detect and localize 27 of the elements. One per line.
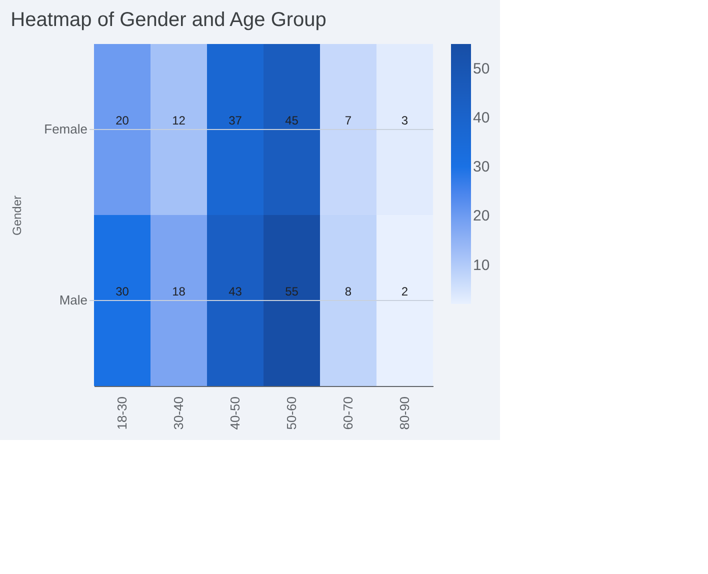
x-tick-label: 40-50 [227,396,242,430]
chart-title: Heatmap of Gender and Age Group [10,9,326,31]
data-label: 55 [285,284,299,298]
y-tick-label: Male [59,292,88,308]
x-tick-label: 50-60 [284,396,299,430]
x-tick-label: 18-30 [114,396,130,430]
x-tick-label: 30-40 [170,396,186,430]
data-label: 18 [172,284,186,298]
color-bar-label: 50 [473,60,490,78]
color-bar-label: 40 [473,110,490,127]
x-tick-label: 60-70 [340,396,356,430]
data-label: 20 [116,114,130,128]
data-label: 30 [116,284,130,298]
x-tick-label: 80-90 [396,396,412,430]
data-label: 37 [228,114,242,128]
data-label: 3 [401,114,408,128]
data-label: 43 [228,284,242,298]
data-label: 2 [401,284,408,298]
data-label: 8 [344,284,352,298]
data-label: 45 [285,114,299,128]
data-label: 12 [172,114,186,128]
y-tick-label: Female [44,122,88,136]
color-bar-label: 30 [473,158,490,176]
color-bar-label: 20 [473,208,490,225]
data-label: 7 [344,114,352,128]
color-bar-label: 10 [473,256,490,274]
y-axis-title: Gender [10,195,24,236]
